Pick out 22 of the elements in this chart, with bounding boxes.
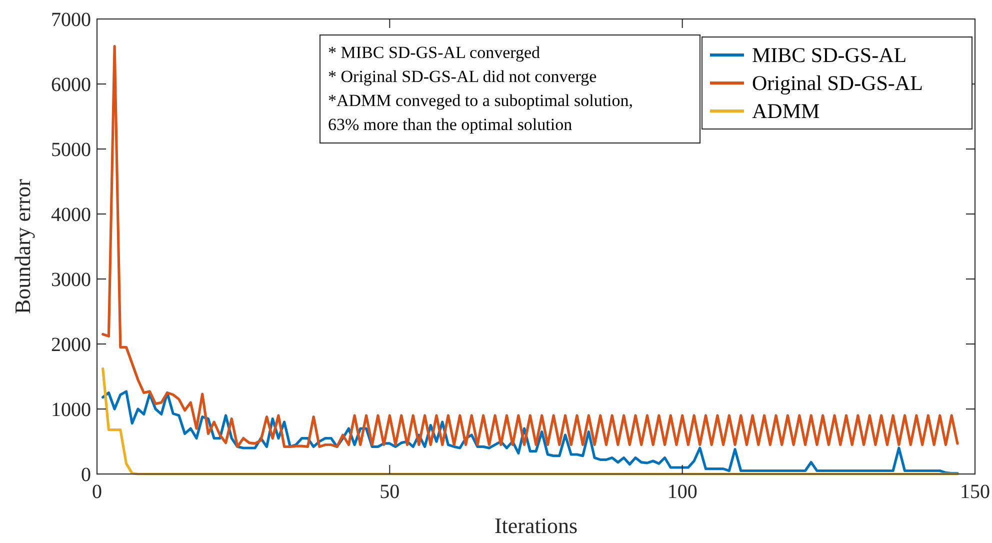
x-tick-label: 50 [380, 481, 400, 503]
y-tick-label: 7000 [51, 9, 91, 31]
legend-label: Original SD-GS-AL [752, 71, 923, 95]
x-tick-label: 100 [667, 481, 698, 503]
y-tick-label: 4000 [51, 204, 91, 226]
y-tick-label: 0 [81, 464, 91, 486]
x-tick-label: 150 [960, 481, 990, 503]
y-tick-label: 3000 [51, 269, 91, 291]
y-tick-label: 6000 [51, 74, 91, 96]
y-tick-label: 5000 [51, 139, 91, 161]
y-tick-label: 1000 [51, 399, 91, 421]
annotation: * MIBC SD-GS-AL converged [328, 43, 541, 62]
line-series [102, 45, 959, 448]
legend-label: ADMM [752, 99, 820, 123]
y-tick-label: 2000 [51, 334, 91, 356]
annotation: *ADMM conveged to a suboptimal solution, [328, 91, 634, 110]
line-series [102, 367, 959, 476]
annotation: 63% more than the optimal solution [328, 115, 573, 134]
y-axis-title: Boundary error [10, 178, 35, 314]
annotation: * Original SD-GS-AL did not converge [328, 67, 597, 86]
legend-label: MIBC SD-GS-AL [752, 43, 907, 67]
x-axis-title: Iterations [494, 513, 578, 538]
